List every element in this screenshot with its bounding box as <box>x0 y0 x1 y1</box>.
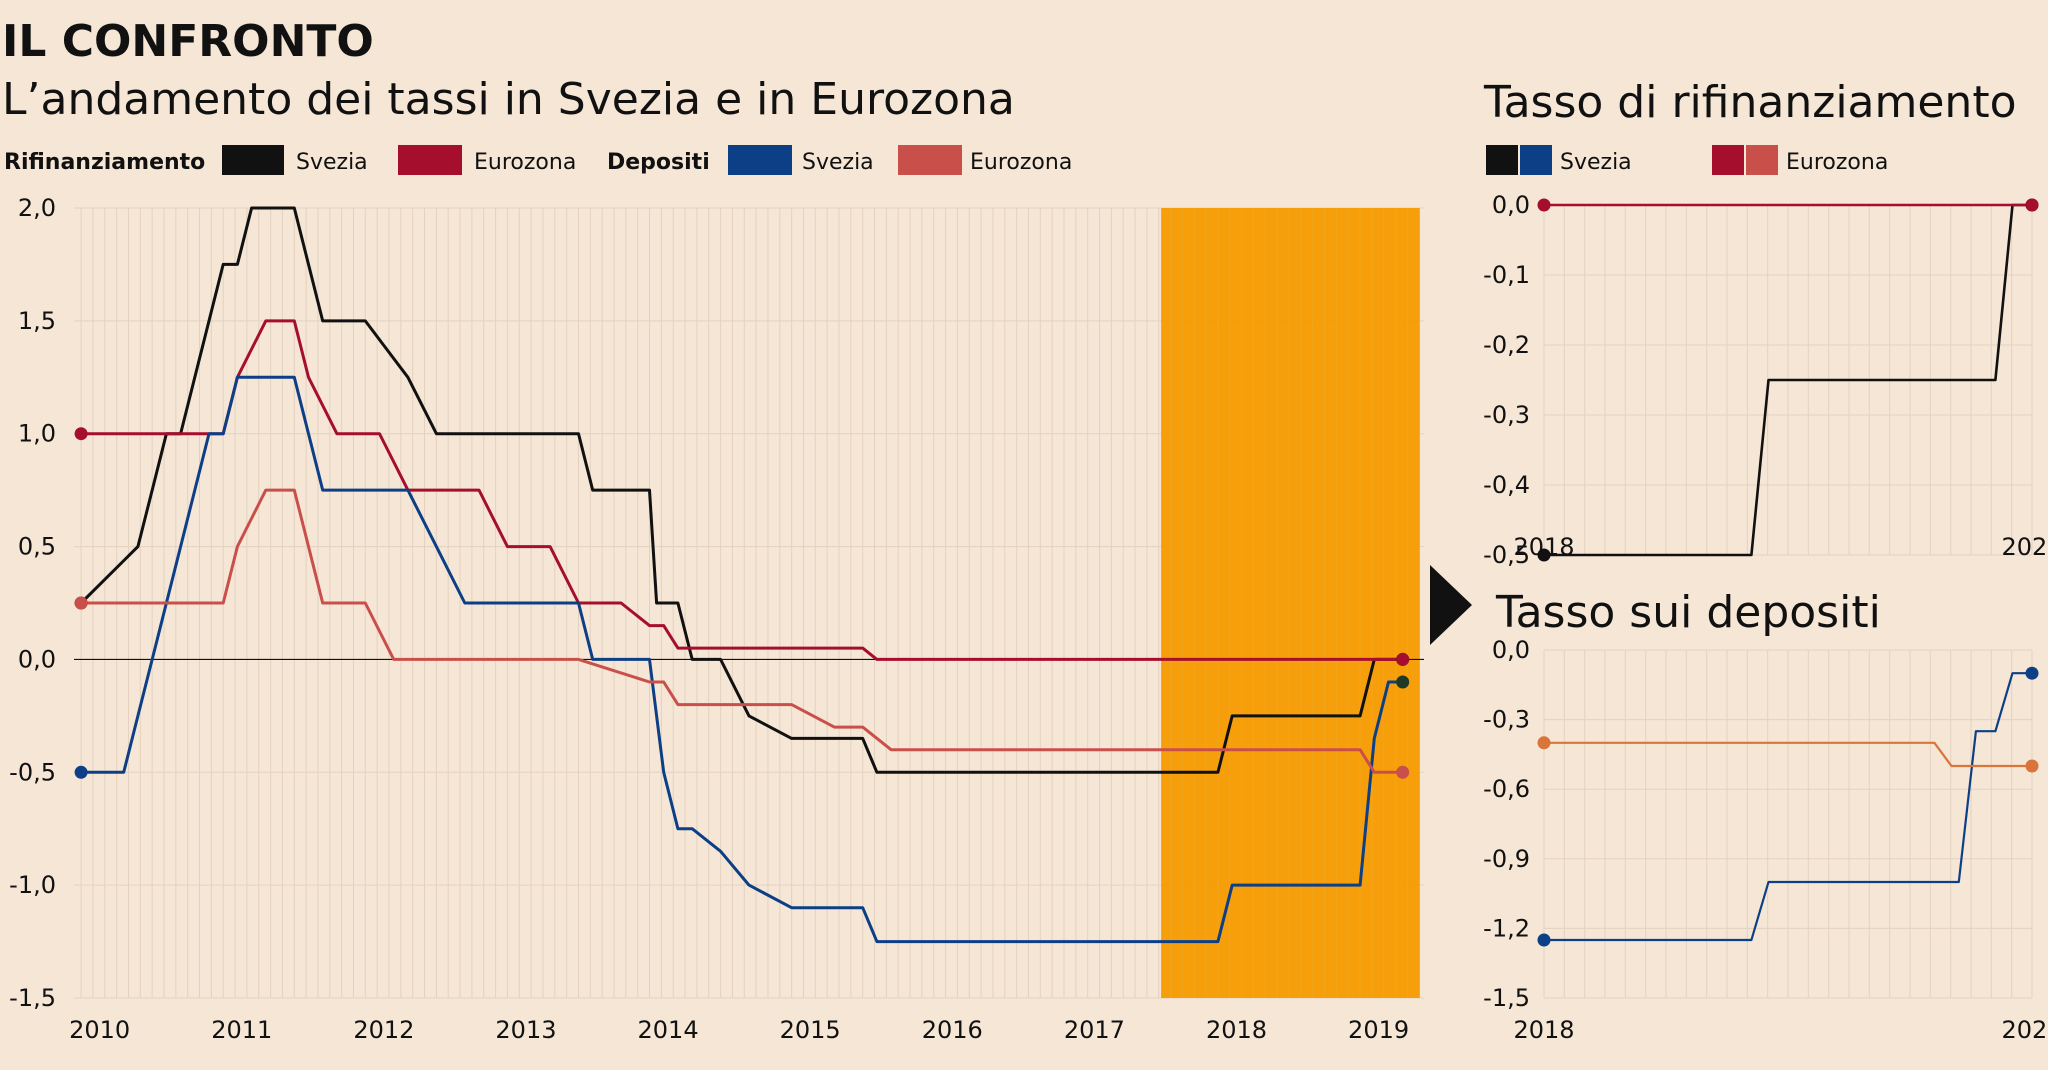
right-legend-swatch-eurozona-refi <box>1712 145 1744 175</box>
right-legend: Svezia Eurozona <box>1486 145 1888 175</box>
y-tick-label: 0,5 <box>18 533 56 561</box>
legend-label-eurozona-refi: Eurozona <box>474 150 576 175</box>
chart-title: L’andamento dei tassi in Svezia e in Eur… <box>2 74 1015 125</box>
highlight-band <box>1161 208 1420 998</box>
main-series <box>80 206 1403 944</box>
x-tick-label: 2017 <box>1064 1016 1125 1044</box>
y-tick-label: -1,0 <box>9 871 56 899</box>
right-legend-swatch-eurozona-dep <box>1746 145 1778 175</box>
kicker: IL CONFRONTO <box>2 16 374 67</box>
dep-zoom-title: Tasso sui depositi <box>1495 587 1881 638</box>
arrow-icon <box>1430 565 1472 645</box>
dep-series <box>1544 672 2032 942</box>
y-tick-label: 2,0 <box>18 194 56 222</box>
endpoint-marker <box>1396 765 1410 779</box>
y-tick-label: -1,5 <box>9 984 56 1012</box>
dep-grid <box>1543 649 2033 999</box>
x-tick-label: 2020 <box>2001 1016 2048 1044</box>
x-tick-label: 2018 <box>1513 1016 1574 1044</box>
legend-group-rifinanziamento: Rifinanziamento <box>4 150 205 175</box>
series-line-svezia_refi <box>80 206 1403 774</box>
x-tick-label: 2018 <box>1513 533 1574 561</box>
y-tick-label: 1,0 <box>18 420 56 448</box>
x-tick-label: 2015 <box>780 1016 841 1044</box>
y-tick-label: -0,3 <box>1483 401 1530 429</box>
legend: Rifinanziamento Svezia Eurozona Depositi… <box>4 145 1072 175</box>
refi-endpoint-markers <box>1537 198 2039 562</box>
main-endpoint-markers <box>74 427 1410 779</box>
endpoint-marker <box>2025 198 2039 212</box>
x-tick-label: 2014 <box>638 1016 699 1044</box>
refi-series <box>1544 203 2032 557</box>
dep-zoom-plot: 0,0 -0,3 -0,6 -0,9 -1,2 -1,5 2018 2020 <box>1483 636 2048 1044</box>
y-tick-label: -0,4 <box>1483 471 1530 499</box>
series-line-svezia_dep <box>1544 672 2032 942</box>
main-plot-area: 2,0 1,5 1,0 0,5 0,0 -0,5 -1,0 -1,5 2010 2011 2012… <box>9 194 1424 1044</box>
y-tick-label: -0,1 <box>1483 261 1530 289</box>
x-tick-label: 2012 <box>353 1016 414 1044</box>
series-line-eurozona_dep_zoom <box>1544 741 2032 768</box>
y-tick-label: -0,6 <box>1483 775 1530 803</box>
right-legend-label-svezia: Svezia <box>1560 150 1632 175</box>
dep-x-axis: 2018 2020 <box>1513 1016 2048 1044</box>
y-tick-label: 0,0 <box>1492 191 1530 219</box>
legend-swatch-svezia-refi <box>222 145 284 175</box>
y-tick-label: -1,5 <box>1483 984 1530 1012</box>
refi-zoom-plot: 0,0 -0,1 -0,2 -0,3 -0,4 -0,5 2018 2020 <box>1483 191 2048 569</box>
legend-swatch-eurozona-refi <box>398 145 462 175</box>
refi-x-axis: 2018 2020 <box>1513 533 2048 561</box>
y-tick-label: -0,3 <box>1483 706 1530 734</box>
y-tick-label: -0,9 <box>1483 845 1530 873</box>
endpoint-marker <box>74 596 88 610</box>
x-tick-label: 2011 <box>211 1016 272 1044</box>
right-legend-label-eurozona: Eurozona <box>1786 150 1888 175</box>
series-line-eurozona_dep <box>81 488 1403 774</box>
endpoint-marker <box>2025 759 2039 773</box>
right-legend-swatch-svezia-dep <box>1520 145 1552 175</box>
refi-y-axis: 0,0 -0,1 -0,2 -0,3 -0,4 -0,5 <box>1483 191 1530 569</box>
legend-swatch-svezia-dep <box>728 145 792 175</box>
main-y-axis: 2,0 1,5 1,0 0,5 0,0 -0,5 -1,0 -1,5 <box>9 194 56 1012</box>
endpoint-marker <box>1537 736 1551 750</box>
x-tick-label: 2010 <box>69 1016 130 1044</box>
y-tick-label: -0,5 <box>9 758 56 786</box>
dep-y-axis: 0,0 -0,3 -0,6 -0,9 -1,2 -1,5 <box>1483 636 1530 1012</box>
series-line-svezia_dep <box>81 375 1403 944</box>
endpoint-marker <box>1396 675 1410 689</box>
legend-label-eurozona-dep: Eurozona <box>970 150 1072 175</box>
legend-label-svezia-dep: Svezia <box>802 150 874 175</box>
y-tick-label: -0,2 <box>1483 331 1530 359</box>
dep-endpoint-markers <box>1537 666 2039 947</box>
legend-group-depositi: Depositi <box>607 150 710 175</box>
endpoint-marker <box>1537 198 1551 212</box>
endpoint-marker <box>74 427 88 441</box>
endpoint-marker <box>1537 548 1551 562</box>
x-tick-label: 2020 <box>2001 533 2048 561</box>
endpoint-marker <box>1537 933 1551 947</box>
legend-swatch-eurozona-dep <box>898 145 962 175</box>
endpoint-marker <box>1396 652 1410 666</box>
x-tick-label: 2013 <box>495 1016 556 1044</box>
main-highlight-region <box>1161 208 1420 998</box>
y-tick-label: 0,0 <box>18 645 56 673</box>
y-tick-label: 1,5 <box>18 307 56 335</box>
right-legend-swatch-svezia-refi <box>1486 145 1518 175</box>
endpoint-marker <box>74 765 88 779</box>
endpoint-marker <box>2025 666 2039 680</box>
y-tick-label: -1,2 <box>1483 914 1530 942</box>
series-line-eurozona_refi <box>81 319 1403 661</box>
main-x-axis: 2010 2011 2012 2013 2014 2015 2016 2017 2018 2019 <box>69 1016 1409 1044</box>
refi-zoom-title: Tasso di rifinanziamento <box>1483 77 2017 128</box>
x-tick-label: 2019 <box>1348 1016 1409 1044</box>
x-tick-label: 2018 <box>1206 1016 1267 1044</box>
x-tick-label: 2016 <box>922 1016 983 1044</box>
y-tick-label: 0,0 <box>1492 636 1530 664</box>
legend-label-svezia-refi: Svezia <box>296 150 368 175</box>
y-tick-label: -0,5 <box>1483 541 1530 569</box>
